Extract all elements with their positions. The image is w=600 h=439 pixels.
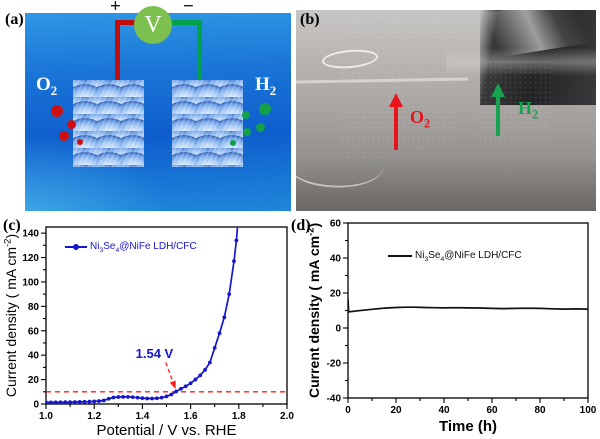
y-tick-label: 0	[335, 324, 341, 335]
y-axis-title: Current density ( mA cm-2)	[305, 222, 322, 398]
x-tick-label: 0	[345, 405, 351, 416]
voltmeter: V	[134, 6, 172, 44]
o2-bubble	[67, 120, 76, 129]
y-tick-label: 20	[28, 375, 40, 386]
voltmeter-letter: V	[144, 11, 162, 38]
panel-d-chart: (d) 0 20 40 60 80 100 -40 -20 0 20 40 60 Time (h) Cur…	[291, 215, 600, 439]
x-tick-label: 2.0	[280, 411, 294, 422]
h2-label: H2	[255, 74, 277, 98]
x-tick-label: 1.2	[87, 411, 101, 422]
y-tick-label: 120	[22, 253, 39, 264]
photo-bottom-shade	[296, 160, 596, 211]
y-tick-label: 0	[33, 400, 39, 411]
chart-d-canvas: 0 20 40 60 80 100 -40 -20 0 20 40 60	[327, 219, 597, 417]
y-tick-label: 40	[330, 254, 342, 265]
chart-c-canvas: 1.0 1.2 1.4 1.6 1.8 2.0 0 20 40 60 80 100 120 140	[22, 226, 294, 422]
annotation-arrowhead	[169, 380, 176, 390]
o2-bubble	[51, 105, 63, 117]
lsv-chart: 1.0 1.2 1.4 1.6 1.8 2.0 0 20 40 60 80 100 120 140 Pote…	[0, 215, 300, 439]
y-tick-label: 20	[330, 289, 342, 300]
plot-frame	[45, 226, 288, 405]
x-tick-label: 1.4	[135, 411, 149, 422]
positive-terminal-label: +	[110, 0, 121, 17]
series-markers	[46, 227, 240, 404]
y-tick-label: -20	[327, 359, 342, 370]
x-tick-label: 20	[390, 405, 402, 416]
h2-bubble	[256, 123, 265, 132]
y-tick-label: 100	[22, 277, 39, 288]
negative-wire-horizontal	[170, 20, 202, 25]
h2-electrode-photo	[478, 60, 552, 146]
x-tick-label: 1.8	[232, 411, 246, 422]
series-line	[46, 227, 239, 404]
y-tick-label: 80	[28, 302, 40, 313]
o2-arrow-head	[389, 93, 403, 107]
legend: Ni3Se4@NiFe LDH/CFC	[388, 250, 522, 263]
positive-wire-vertical	[115, 20, 120, 82]
legend: Ni3Se4@NiFe LDH/CFC	[65, 241, 197, 254]
o2-label: O2	[36, 74, 58, 98]
x-tick-label: 60	[486, 405, 498, 416]
legend-label: Ni3Se4@NiFe LDH/CFC	[415, 250, 522, 263]
o2-photo-label: O2	[410, 107, 431, 131]
h2-bubble	[243, 128, 251, 136]
stability-chart: 0 20 40 60 80 100 -40 -20 0 20 40 60 Time (h) Current…	[300, 215, 600, 439]
x-tick-label: 1.6	[184, 411, 198, 422]
negative-terminal-label: −	[183, 0, 194, 17]
panel-a-schematic: (a) + − V O2 H2	[0, 0, 300, 214]
panel-c-label: (c)	[3, 217, 21, 234]
panel-c-chart: (c) 1.0 1.2 1.4 1.6 1.8 2.0 0 20 40 60 80 100 120 140…	[0, 215, 300, 439]
legend-line	[388, 254, 412, 257]
panel-b-label: (b)	[300, 11, 320, 28]
h2-bubble	[230, 140, 236, 146]
legend-label: Ni3Se4@NiFe LDH/CFC	[90, 241, 197, 254]
panel-a-label: (a)	[5, 11, 24, 28]
o2-bubble	[77, 139, 83, 145]
y-tick-label: 40	[28, 351, 40, 362]
y-tick-label: 60	[330, 219, 342, 230]
legend-line	[65, 243, 87, 250]
panel-b-photo: O2 H2 (b)	[296, 10, 596, 211]
h2-arrow-head	[491, 83, 505, 97]
anode-electrode	[73, 80, 144, 167]
x-tick-label: 80	[534, 405, 546, 416]
y-tick-label: 140	[22, 229, 39, 240]
h2-photo-label: H2	[518, 98, 539, 122]
positive-wire-horizontal	[115, 20, 137, 25]
panel-d-label: (d)	[291, 217, 311, 234]
h2-bubble	[259, 103, 271, 115]
h2-arrow	[496, 96, 500, 136]
annotation-text: 1.54 V	[135, 345, 174, 361]
x-tick-label: 1.0	[39, 411, 53, 422]
h2-bubble	[242, 111, 250, 119]
o2-bubble	[59, 131, 69, 141]
x-tick-label: 40	[438, 405, 450, 416]
x-tick-label: 100	[580, 405, 597, 416]
o2-arrow	[394, 106, 398, 150]
o2-electrode-photo	[341, 10, 457, 159]
series-line	[348, 299, 588, 313]
y-tick-label: 60	[28, 326, 40, 337]
negative-wire-vertical	[197, 20, 202, 82]
x-axis-title: Potential / V vs. RHE	[96, 422, 237, 439]
y-tick-label: -40	[327, 394, 342, 405]
cathode-electrode	[172, 80, 243, 167]
reflection-band	[446, 48, 596, 76]
y-axis-title: Current density ( mA cm-2)	[2, 233, 19, 398]
legend-marker	[73, 243, 79, 250]
x-axis-title: Time (h)	[438, 418, 498, 435]
